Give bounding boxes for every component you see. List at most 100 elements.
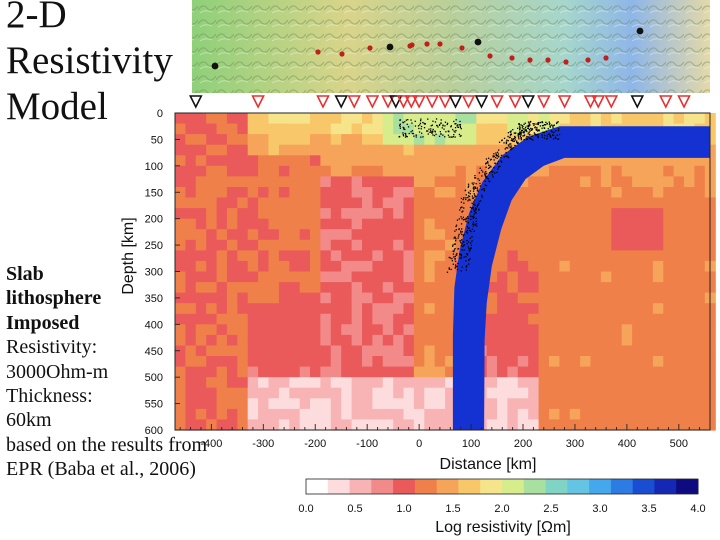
hypocenter-point bbox=[520, 137, 522, 140]
heatmap-cell bbox=[611, 218, 623, 230]
hypocenter-point bbox=[405, 134, 407, 136]
heatmap-cell bbox=[362, 356, 373, 368]
heatmap-cell bbox=[424, 324, 436, 336]
heatmap-cell bbox=[310, 282, 321, 294]
heatmap-cell bbox=[413, 218, 425, 230]
heatmap-cell bbox=[289, 208, 301, 220]
heatmap-cell bbox=[216, 144, 228, 156]
heatmap-cell bbox=[237, 303, 249, 315]
y-tick-label: 350 bbox=[145, 293, 163, 305]
heatmap-cell bbox=[351, 239, 363, 251]
heatmap-cell bbox=[278, 366, 290, 378]
heatmap-cell bbox=[351, 176, 363, 188]
heatmap-cell bbox=[278, 419, 290, 431]
heatmap-cell bbox=[528, 398, 540, 410]
heatmap-cell bbox=[549, 377, 560, 389]
heatmap-cell bbox=[621, 408, 633, 421]
heatmap-cell bbox=[310, 176, 321, 188]
hypocenter-point bbox=[497, 168, 499, 170]
heatmap-cell bbox=[268, 334, 280, 347]
heatmap-cell bbox=[351, 292, 363, 304]
y-tick-label: 450 bbox=[145, 346, 163, 358]
heatmap-cell bbox=[580, 313, 592, 325]
hypocenter-point bbox=[456, 125, 458, 127]
heatmap-cell bbox=[663, 282, 675, 294]
hypocenter-point bbox=[450, 125, 452, 127]
heatmap-cell bbox=[497, 123, 508, 135]
hypocenter-point bbox=[471, 202, 473, 204]
heatmap-cell bbox=[600, 419, 612, 431]
heatmap-cell bbox=[216, 292, 228, 304]
hypocenter-point bbox=[475, 195, 477, 197]
heatmap-cell bbox=[445, 282, 457, 294]
heatmap-cell bbox=[424, 208, 436, 220]
heatmap-cell bbox=[278, 144, 290, 156]
heatmap-cell bbox=[445, 366, 457, 378]
hypocenter-point bbox=[420, 125, 423, 128]
heatmap-cell bbox=[206, 366, 218, 378]
heatmap-cell bbox=[320, 408, 332, 421]
heatmap-cell bbox=[673, 398, 685, 410]
heatmap-cell bbox=[278, 239, 290, 251]
heatmap-cell bbox=[237, 271, 249, 283]
heatmap-cell bbox=[445, 250, 457, 262]
hypocenter-point bbox=[444, 136, 446, 138]
hypocenter-point bbox=[547, 133, 549, 135]
heatmap-cell bbox=[299, 377, 311, 389]
heatmap-cell bbox=[621, 313, 633, 325]
heatmap-cell bbox=[455, 229, 467, 241]
hypocenter-point bbox=[459, 126, 462, 129]
heatmap-cell bbox=[237, 113, 249, 125]
hypocenter-point bbox=[497, 160, 500, 163]
hypocenter-point bbox=[510, 133, 512, 135]
heatmap-cell bbox=[507, 387, 519, 399]
heatmap-cell bbox=[486, 324, 498, 336]
heatmap-cell bbox=[434, 155, 446, 167]
heatmap-cell bbox=[299, 271, 311, 283]
heatmap-cell bbox=[434, 345, 446, 357]
heatmap-cell bbox=[559, 356, 571, 368]
heatmap-cell bbox=[247, 218, 259, 230]
hypocenter-point bbox=[556, 121, 558, 124]
heatmap-cell bbox=[600, 176, 612, 188]
hypocenter-point bbox=[523, 128, 525, 130]
heatmap-cell bbox=[684, 208, 695, 220]
heatmap-cell bbox=[403, 377, 415, 389]
heatmap-cell bbox=[289, 408, 301, 421]
hypocenter-point bbox=[553, 138, 555, 140]
hypocenter-point bbox=[548, 133, 550, 135]
station-marker bbox=[474, 95, 489, 109]
heatmap-cell bbox=[652, 250, 664, 262]
hypocenter-point bbox=[524, 128, 526, 130]
hypocenter-point bbox=[538, 121, 540, 124]
heatmap-cell bbox=[226, 366, 238, 378]
heatmap-cell bbox=[507, 334, 519, 347]
hypocenter-point bbox=[546, 137, 549, 140]
hypocenter-point bbox=[509, 136, 511, 138]
heatmap-cell bbox=[517, 271, 529, 283]
heatmap-cell bbox=[445, 155, 457, 167]
heatmap-cell bbox=[268, 187, 280, 199]
topography-map bbox=[192, 0, 710, 93]
heatmap-cell bbox=[310, 197, 321, 209]
heatmap-cell bbox=[413, 324, 425, 336]
resistivity-heatmap bbox=[175, 113, 716, 431]
heatmap-cell bbox=[195, 377, 207, 389]
hypocenter-point bbox=[516, 141, 518, 143]
hypocenter-point bbox=[472, 225, 474, 227]
heatmap-cell bbox=[517, 313, 529, 325]
hypocenter-point bbox=[524, 130, 526, 132]
heatmap-cell bbox=[382, 408, 394, 421]
heatmap-cell bbox=[382, 208, 394, 220]
heatmap-cell bbox=[632, 197, 644, 209]
heatmap-cell bbox=[195, 303, 207, 315]
hypocenter-point bbox=[541, 121, 543, 123]
hypocenter-point bbox=[548, 123, 551, 125]
heatmap-cell bbox=[320, 155, 332, 167]
heatmap-cell bbox=[195, 165, 207, 177]
heatmap-cell bbox=[663, 313, 675, 325]
hypocenter-point bbox=[526, 130, 528, 133]
heatmap-cell bbox=[684, 155, 695, 167]
heatmap-cell bbox=[465, 134, 477, 146]
heatmap-cell bbox=[673, 176, 685, 188]
